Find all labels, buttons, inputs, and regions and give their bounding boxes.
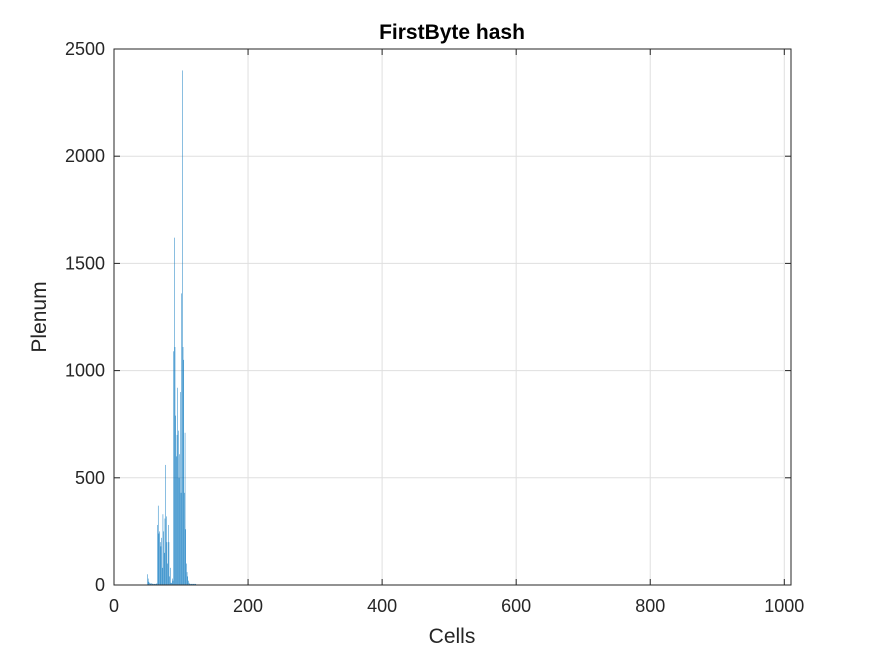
bar — [154, 583, 156, 585]
x-tick-label: 1000 — [764, 596, 804, 616]
bar — [155, 583, 156, 585]
bar — [188, 582, 190, 585]
bar — [149, 583, 151, 585]
y-tick-label: 2000 — [65, 146, 105, 166]
bar — [182, 70, 183, 585]
y-axis-label: Plenum — [28, 281, 51, 352]
bar — [166, 516, 167, 585]
y-tick-label: 1500 — [65, 253, 105, 273]
x-tick-label: 0 — [109, 596, 119, 616]
bar — [183, 359, 184, 585]
bar — [194, 583, 196, 585]
bar — [178, 477, 180, 585]
bar — [165, 464, 166, 585]
bar — [175, 415, 176, 585]
bar — [192, 583, 194, 585]
y-tick-label: 0 — [95, 575, 105, 595]
bar — [161, 537, 162, 585]
bar — [161, 567, 163, 585]
bar — [176, 456, 177, 585]
bar — [168, 542, 170, 585]
bar — [186, 572, 188, 585]
bar — [193, 583, 195, 585]
y-tick-label: 2500 — [65, 39, 105, 59]
bar — [178, 430, 179, 585]
bar — [185, 529, 186, 585]
bar — [173, 351, 174, 585]
bar — [181, 293, 182, 585]
bar — [190, 583, 192, 585]
y-tick-label: 500 — [75, 468, 105, 488]
bar — [168, 524, 169, 585]
bar — [160, 546, 162, 585]
bar — [174, 237, 175, 585]
bar — [163, 531, 164, 585]
bar — [172, 580, 174, 585]
bar — [151, 583, 153, 585]
bar — [159, 542, 161, 585]
bar — [184, 432, 186, 585]
bar — [158, 533, 160, 585]
bar — [182, 347, 184, 585]
bar — [166, 542, 168, 585]
bar — [169, 576, 170, 585]
bar — [190, 583, 191, 585]
bar — [192, 583, 193, 585]
bar — [195, 583, 197, 585]
bar — [147, 574, 148, 585]
data-bars — [147, 70, 197, 585]
bar — [164, 552, 165, 585]
bar — [157, 524, 158, 585]
bar — [148, 581, 150, 585]
bar — [164, 518, 166, 585]
plot-area — [114, 49, 791, 585]
bar — [171, 582, 172, 585]
bar — [159, 531, 160, 585]
x-axis-label: Cells — [429, 625, 476, 648]
bar — [149, 582, 150, 585]
chart-title: FirstByte hash — [379, 21, 525, 44]
bar — [153, 583, 154, 585]
grid-lines — [114, 49, 791, 585]
bar — [162, 514, 164, 585]
bar — [157, 505, 159, 585]
y-tick-label: 1000 — [65, 361, 105, 381]
bar — [191, 583, 193, 585]
plot-frame — [113, 48, 792, 586]
x-tick-label: 600 — [501, 596, 531, 616]
x-tick-label: 200 — [233, 596, 263, 616]
bar — [172, 578, 173, 585]
bar — [189, 583, 191, 585]
bar — [150, 583, 152, 585]
bar — [147, 578, 149, 585]
bar — [179, 454, 180, 585]
x-tick-label: 400 — [367, 596, 397, 616]
bar — [156, 583, 158, 585]
bar — [170, 582, 172, 585]
bar — [180, 392, 181, 585]
x-tick-labels: 0 200 400 600 800 1000 — [109, 596, 804, 616]
bar — [194, 583, 195, 585]
bar — [186, 563, 187, 585]
tick-marks — [113, 48, 791, 586]
bar — [153, 583, 155, 585]
y-tick-labels: 0 500 1000 1500 2000 2500 — [65, 39, 105, 595]
x-tick-label: 800 — [635, 596, 665, 616]
bar — [187, 576, 189, 585]
bar — [180, 492, 182, 585]
bar — [188, 580, 189, 585]
bar — [184, 492, 185, 585]
bar — [177, 387, 178, 585]
bar — [167, 563, 168, 585]
bar — [170, 567, 171, 585]
bar — [152, 583, 154, 585]
bar — [155, 583, 157, 585]
bar — [151, 583, 152, 585]
bar — [174, 347, 176, 585]
bar — [176, 434, 178, 585]
